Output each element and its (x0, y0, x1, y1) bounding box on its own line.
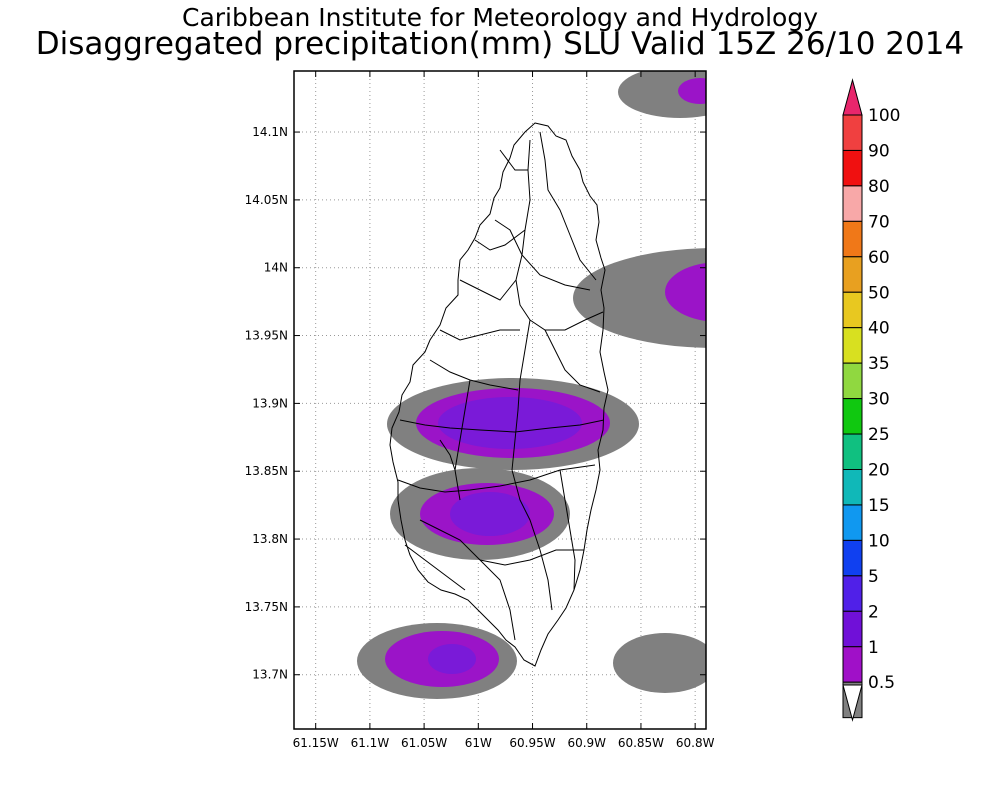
precip-area-violet (438, 397, 582, 449)
colorbar-swatch (842, 575, 863, 612)
lon-tick-label: 60.9W (567, 736, 606, 750)
colorbar-legend: 100 90 80 70 60 50 40 35 30 25 20 15 10 5 2 1 0.5 (842, 78, 900, 722)
lon-tick-label: 61.1W (351, 736, 390, 750)
district-boundary (544, 329, 601, 393)
precipitation-fields (357, 71, 706, 699)
latitude-axis: 14.1N 14.05N 14N 13.95N 13.9N 13.85N 13.8N 13.7… (245, 125, 706, 682)
precip-area-purple (678, 78, 706, 104)
colorbar-label: 20 (868, 461, 890, 481)
district-boundary (511, 469, 553, 611)
district-boundary (397, 464, 596, 493)
colorbar-swatch (842, 610, 863, 648)
colorbar-swatch (842, 539, 863, 577)
district-boundary (439, 329, 520, 341)
colorbar-swatch (842, 185, 863, 222)
colorbar-label: 10 (868, 531, 890, 551)
district-boundary (474, 229, 526, 251)
precip-area-violet (450, 492, 530, 536)
colorbar-label: 90 (868, 141, 890, 161)
district-boundary (404, 544, 466, 591)
precip-area-grey (613, 633, 706, 693)
colorbar-label: 80 (868, 177, 890, 197)
lat-tick-label: 13.75N (245, 600, 288, 614)
district-boundary (511, 319, 531, 471)
colorbar-swatch (842, 504, 863, 541)
colorbar-label: 50 (868, 283, 890, 303)
lat-tick-label: 14N (264, 261, 288, 275)
lat-tick-label: 14.05N (245, 193, 288, 207)
lon-tick-label: 61.15W (293, 736, 339, 750)
colorbar-swatch (842, 433, 863, 470)
lon-tick-label: 61W (465, 736, 492, 750)
colorbar-label: 15 (868, 496, 890, 516)
district-boundary (399, 419, 605, 433)
colorbar-swatch (842, 362, 863, 400)
chart-title-institute: Caribbean Institute for Meteorology and … (182, 3, 818, 32)
lon-tick-label: 60.8W (676, 736, 715, 750)
district-boundary (515, 139, 531, 281)
colorbar-bottom-arrow (842, 684, 863, 722)
lat-tick-label: 14.1N (252, 125, 288, 139)
district-boundary (459, 279, 517, 301)
colorbar-swatch (842, 398, 863, 435)
lon-tick-label: 60.85W (618, 736, 664, 750)
district-boundary (539, 131, 597, 281)
lat-tick-label: 13.7N (252, 668, 288, 682)
lat-tick-label: 13.95N (245, 329, 288, 343)
island-coastline (389, 122, 609, 667)
colorbar-label: 30 (868, 390, 890, 410)
district-boundary (479, 549, 584, 566)
colorbar-label: 0.5 (868, 673, 895, 693)
district-boundary (439, 439, 456, 471)
precip-area-violet (428, 644, 476, 674)
lon-tick-label: 61.05W (401, 736, 447, 750)
colorbar-top-arrow (842, 78, 863, 116)
colorbar-label: 5 (868, 567, 879, 587)
colorbar-swatch (842, 114, 863, 151)
colorbar-label: 100 (868, 106, 900, 126)
precip-area-purple (665, 262, 706, 322)
lat-tick-label: 13.8N (252, 532, 288, 546)
precip-area-grey (573, 248, 706, 348)
colorbar-swatch (842, 149, 863, 187)
colorbar-label: 40 (868, 319, 890, 339)
lat-tick-label: 13.85N (245, 464, 288, 478)
colorbar-swatch (842, 469, 863, 506)
map-frame (293, 70, 707, 730)
colorbar-label: 25 (868, 425, 890, 445)
district-boundary (494, 219, 591, 291)
colorbar-swatch (842, 291, 863, 329)
district-boundary (454, 379, 471, 501)
chart-title-product: Disaggregated precipitation(mm) SLU Vali… (35, 26, 965, 62)
colorbar-label: 60 (868, 248, 890, 268)
lat-tick-label: 13.9N (252, 396, 288, 410)
island-boundaries (389, 122, 609, 667)
colorbar-label: 35 (868, 354, 890, 374)
colorbar-label: 70 (868, 212, 890, 232)
district-boundary (499, 149, 528, 171)
colorbar-label: 2 (868, 602, 879, 622)
colorbar-swatch (842, 327, 863, 364)
colorbar-swatch (842, 646, 863, 683)
colorbar-swatch (842, 220, 863, 258)
colorbar-swatch (842, 256, 863, 293)
colorbar-label: 1 (868, 638, 879, 658)
district-boundary (559, 469, 576, 591)
longitude-axis: 61.15W 61.1W 61.05W 61W 60.95W 60.9W 60.85W 60.… (293, 71, 715, 750)
lon-tick-label: 60.95W (509, 736, 555, 750)
